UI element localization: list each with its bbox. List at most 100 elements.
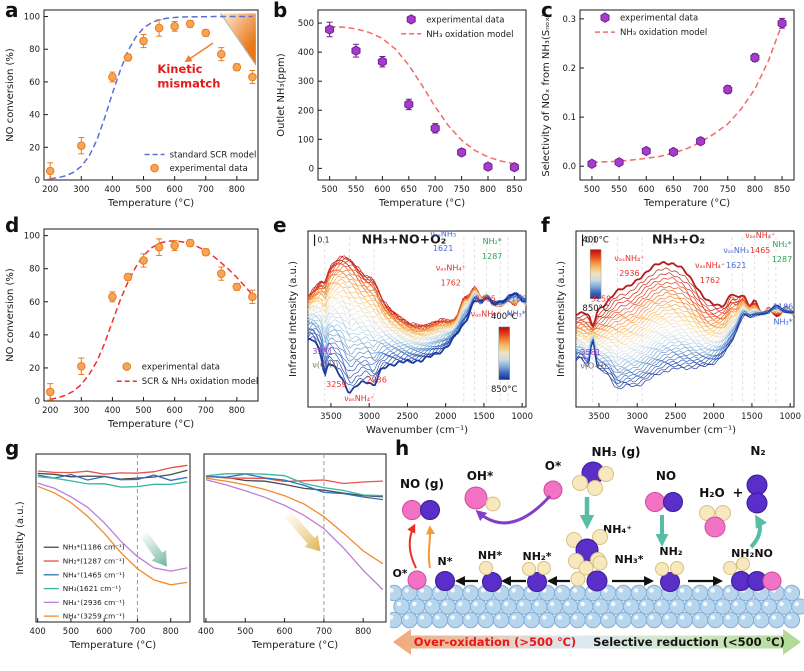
legend-label: experimental data xyxy=(426,15,504,25)
x-tick-label: 400 xyxy=(30,627,46,637)
plot-frame xyxy=(43,9,259,181)
molecule-nh2-surf-part xyxy=(527,572,547,592)
peak-annotation: 3581 xyxy=(312,347,332,356)
data-point xyxy=(406,14,416,25)
molecule-no-mid-part xyxy=(663,492,683,512)
x-tick-label: 3000 xyxy=(626,412,648,422)
surface-atom xyxy=(729,598,747,615)
molecule-o-top xyxy=(543,480,563,500)
peak-annotation: NH₃* xyxy=(507,309,526,318)
surface-atom xyxy=(752,611,770,629)
surface-atom-highlight xyxy=(404,588,409,593)
x-tick-label: 600 xyxy=(167,185,183,195)
surface-atom xyxy=(676,611,694,629)
surface-atom-highlight xyxy=(465,588,471,593)
x-tick-label: 700 xyxy=(198,406,214,416)
desorption-arrow-orange xyxy=(426,525,436,569)
series-line-1 xyxy=(37,464,188,475)
model-curve xyxy=(329,25,515,165)
peak-annotation: 1287 xyxy=(482,252,502,261)
surface-atom xyxy=(768,611,785,629)
data-point xyxy=(723,84,733,95)
series-line-5 xyxy=(205,477,384,565)
molecule-nh2-surf-part xyxy=(537,561,551,575)
surface-atom xyxy=(714,598,732,615)
surface-atom-highlight xyxy=(641,601,647,607)
y-tick-label: 0.2 xyxy=(562,64,576,74)
spectrum-curve xyxy=(575,267,795,326)
panel-letter-d: d xyxy=(5,213,20,237)
surface-atom-highlight xyxy=(710,615,715,620)
surface-atom xyxy=(538,611,556,629)
data-point xyxy=(45,166,55,176)
surface-atom-highlight xyxy=(649,588,654,593)
panel-c: 500 550 600 650 700 750 800 850 0.0 0.1 0.2 0.3 Temp… xyxy=(536,0,804,215)
surface-atom-highlight xyxy=(626,601,631,607)
surface-atom-highlight xyxy=(503,601,509,607)
surface-atom-highlight xyxy=(779,601,784,607)
molecule-nh3-surf-part xyxy=(592,555,608,571)
y-axis-label: NO conversion (%) xyxy=(5,268,16,362)
data-point xyxy=(351,45,361,56)
y-tick-label: 20 xyxy=(29,364,40,374)
legend-label: NH₂*(1287 cm⁻¹) xyxy=(63,557,125,566)
surface-atom-highlight xyxy=(718,601,723,607)
surface-atom xyxy=(508,584,525,602)
data-point xyxy=(108,292,117,302)
molecule-n2 xyxy=(746,474,768,514)
peak-annotation: 3259 xyxy=(591,294,611,303)
y-tick-label: 0 xyxy=(35,397,40,407)
surface-atom-highlight xyxy=(572,588,578,593)
y-tick-label: 60 xyxy=(29,298,40,308)
surface-atom-highlight xyxy=(634,588,639,593)
surface-atom-highlight xyxy=(603,588,608,593)
surface-atom xyxy=(390,611,403,629)
x-tick-label: 850 xyxy=(506,185,522,195)
molecule-oh-part xyxy=(485,496,501,512)
surface-atom-highlight xyxy=(511,615,516,620)
surface-atom xyxy=(423,598,441,615)
series-line-1 xyxy=(205,475,383,485)
panel-letter-g: g xyxy=(5,436,20,460)
x-axis-label: Temperature (°C) xyxy=(107,198,194,209)
label-oh: OH* xyxy=(467,469,494,483)
surface-atom xyxy=(416,611,433,629)
annotation-text: Kinetic xyxy=(157,62,202,76)
legend-label: NH₃ oxidation model xyxy=(620,28,707,38)
surface-atom xyxy=(569,611,586,629)
surface-atom-highlight xyxy=(450,588,455,593)
x-tick-label: 500 xyxy=(584,185,600,195)
spectrum-curve xyxy=(575,306,795,371)
x-tick-label: 800 xyxy=(355,627,371,637)
surface-atom-highlight xyxy=(664,615,669,620)
molecule-nh2-mid xyxy=(655,561,684,592)
surface-atom-highlight xyxy=(465,615,471,620)
h-abstraction-arrow xyxy=(475,494,552,525)
surface-atom-highlight xyxy=(435,615,440,620)
y-tick-label: 0.1 xyxy=(562,113,576,123)
x-tick-label: 600 xyxy=(374,185,390,195)
peak-annotation: NH₂* xyxy=(483,237,502,246)
peak-annotation: νₐₛNH₄⁺ xyxy=(344,394,374,403)
label-n2: N₂ xyxy=(750,444,765,458)
data-point xyxy=(248,72,257,82)
catalyst-surface xyxy=(390,584,804,629)
molecule-nh-surf-part xyxy=(482,572,502,592)
surface-atom xyxy=(783,611,801,629)
label-o-surf: O* xyxy=(392,567,407,580)
series-line-0 xyxy=(205,475,383,498)
legend-label: NH₄⁺(1465 cm⁻¹) xyxy=(63,570,125,579)
chart-d: 200 300 400 500 600 700 800 0 20 40 60 80 100 Tempera… xyxy=(5,228,259,430)
peak-annotation: 3259 xyxy=(326,380,346,389)
y-axis-label: Selectivity of NOₓ from NH₃(Sₙₒₓ) xyxy=(541,13,552,176)
molecule-no-gas-part xyxy=(402,500,422,520)
data-point xyxy=(216,269,226,278)
x-tick-label: 650 xyxy=(665,185,681,195)
label-no-gas: NO (g) xyxy=(400,477,444,491)
molecule-nh2-surf xyxy=(522,561,551,592)
data-point xyxy=(668,146,678,158)
surface-atom-highlight xyxy=(725,588,731,593)
panel-d: 200 300 400 500 600 700 800 0 20 40 60 80 100 Tempera… xyxy=(0,215,268,440)
n2-formation-arrow xyxy=(749,514,767,549)
x-tick-label: 800 xyxy=(229,185,245,195)
